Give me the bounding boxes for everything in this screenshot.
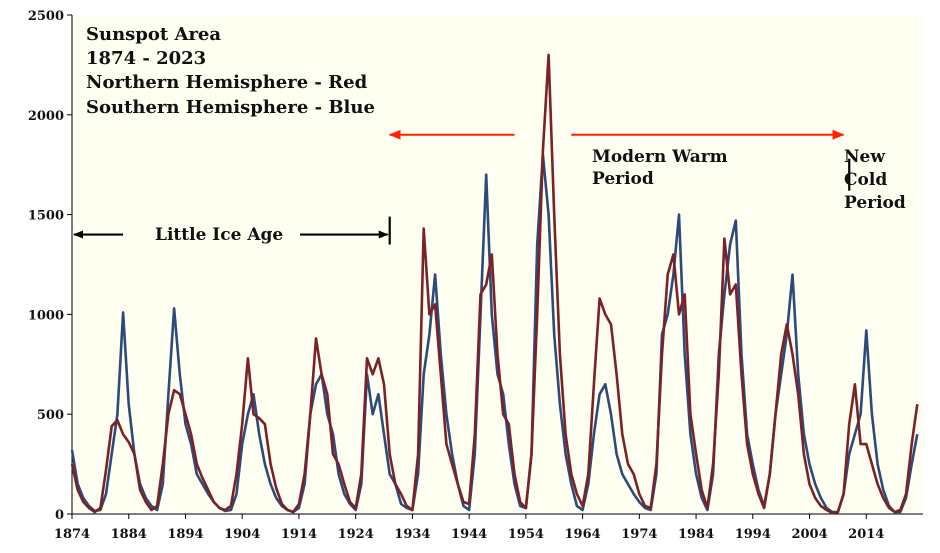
x-tick-label: 1984 — [678, 527, 714, 542]
y-tick-label: 2000 — [28, 109, 64, 124]
x-tick-label: 1944 — [451, 527, 487, 542]
x-tick-label: 1914 — [281, 527, 317, 542]
x-tick-label: 1894 — [167, 527, 203, 542]
y-tick-label: 500 — [37, 408, 64, 423]
x-tick-label: 1874 — [54, 527, 90, 542]
y-axis-ticks: 0 500 1000 1500 2000 2500 — [28, 9, 72, 523]
new-cold-period-label-line-2: Cold — [844, 170, 887, 190]
new-cold-period-label-line-1: New — [844, 147, 885, 167]
series-line-northern-hemisphere — [70, 53, 919, 515]
y-tick-label: 2500 — [28, 9, 64, 24]
new-cold-period-label-line-3: Period — [844, 193, 906, 213]
x-tick-label: 1934 — [394, 527, 430, 542]
x-axis-ticks: 1874 1884 1894 1904 1914 1924 1934 1944 1954 1964… — [54, 514, 884, 542]
x-tick-label: 1964 — [565, 527, 601, 542]
chart-title-line-1: Sunspot Area — [86, 24, 221, 45]
x-tick-label: 1974 — [621, 527, 657, 542]
y-tick-label: 1500 — [28, 209, 64, 224]
modern-warm-period-label-line-1: Modern Warm — [592, 147, 728, 167]
x-tick-label: 2014 — [848, 527, 884, 542]
y-tick-label: 1000 — [28, 308, 64, 323]
x-tick-label: 1904 — [224, 527, 260, 542]
little-ice-age-label: Little Ice Age — [155, 225, 283, 245]
y-tick-label: 0 — [55, 508, 64, 523]
chart-title-line-4: Southern Hemisphere - Blue — [86, 97, 375, 118]
annotation-arrows — [73, 129, 851, 245]
x-tick-label: 1924 — [338, 527, 374, 542]
modern-warm-period-label-line-2: Period — [592, 169, 654, 189]
chart-title-line-3: Northern Hemisphere - Red — [86, 72, 368, 93]
x-tick-label: 1954 — [508, 527, 544, 542]
x-tick-label: 1884 — [111, 527, 147, 542]
x-tick-label: 1994 — [735, 527, 771, 542]
x-tick-label: 2004 — [791, 527, 827, 542]
series-layer — [70, 53, 919, 515]
plot-area — [72, 15, 923, 514]
chart-title-line-2: 1874 - 2023 — [86, 48, 206, 69]
